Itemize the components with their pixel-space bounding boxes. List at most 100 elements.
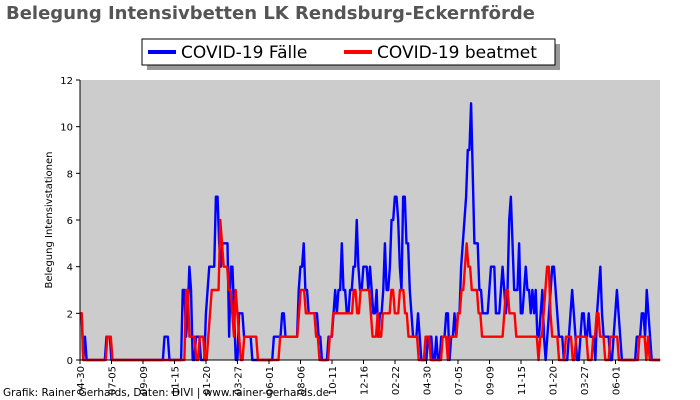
data-point (571, 289, 573, 291)
data-point (194, 336, 196, 338)
data-point (349, 289, 351, 291)
data-point (614, 336, 617, 338)
data-point (646, 289, 648, 291)
x-tick-label: 03-27 (580, 366, 591, 395)
data-point (205, 312, 207, 314)
data-point (407, 242, 409, 244)
data-point (543, 336, 545, 338)
data-point (611, 336, 613, 338)
data-point (529, 336, 531, 338)
data-point (512, 312, 514, 314)
data-point (315, 336, 317, 338)
data-point (517, 336, 519, 338)
data-point (594, 336, 596, 338)
data-point (301, 289, 304, 291)
data-point (334, 312, 336, 314)
data-point (81, 312, 83, 314)
data-point (599, 266, 601, 268)
data-point (496, 336, 499, 338)
data-point (417, 312, 419, 314)
data-point (250, 336, 252, 338)
data-point (452, 336, 454, 338)
data-point (462, 242, 464, 244)
data-point (374, 312, 376, 314)
data-point (526, 289, 529, 291)
data-point (505, 289, 507, 291)
data-point (281, 336, 283, 338)
data-point (573, 312, 575, 314)
data-point (354, 289, 357, 291)
data-point (293, 336, 295, 338)
data-point (602, 336, 605, 338)
data-point (402, 196, 404, 198)
data-point (240, 312, 242, 314)
data-point (238, 312, 240, 314)
data-point (394, 312, 396, 314)
data-point (647, 336, 649, 338)
data-point (443, 336, 446, 338)
data-point (556, 336, 558, 338)
data-point (475, 242, 477, 244)
data-point (409, 336, 411, 338)
data-point (363, 289, 365, 291)
data-point (585, 336, 588, 338)
y-tick-label: 4 (67, 263, 73, 274)
data-point (445, 336, 447, 338)
data-point (230, 266, 232, 268)
data-point (565, 336, 567, 338)
data-point (353, 289, 355, 291)
data-point (224, 266, 227, 268)
data-point (312, 312, 314, 314)
data-point (460, 266, 462, 268)
data-point (402, 289, 404, 291)
data-point (382, 312, 384, 314)
x-tick-label: 06-01 (612, 366, 623, 395)
data-point (200, 336, 203, 338)
data-point (636, 336, 638, 338)
data-point (383, 312, 386, 314)
x-tick-label: 01-20 (202, 366, 213, 395)
data-point (379, 312, 381, 314)
data-point (397, 312, 399, 314)
x-tick-label: 09-09 (139, 366, 150, 395)
x-tick-label: 12-16 (360, 366, 371, 395)
data-point (510, 312, 512, 314)
x-tick-label: 04-30 (76, 366, 87, 395)
data-point (298, 312, 300, 314)
data-point (558, 336, 560, 338)
data-point (457, 312, 459, 314)
data-point (508, 219, 510, 221)
data-point (580, 336, 582, 338)
data-point (409, 289, 411, 291)
data-point (207, 336, 209, 338)
data-point (404, 196, 406, 198)
data-point (413, 336, 415, 338)
data-point (581, 312, 583, 314)
data-point (469, 266, 471, 268)
data-point (329, 336, 331, 338)
data-point (197, 336, 199, 338)
data-point (485, 312, 487, 314)
data-point (619, 336, 621, 338)
data-point (411, 336, 413, 338)
data-point (530, 312, 532, 314)
data-point (463, 219, 466, 221)
data-point (544, 289, 546, 291)
data-point (216, 289, 218, 291)
x-axis: 04-30 07-05 09-09 11-15 01-20 03-27 06-01 08-06… (76, 359, 660, 395)
data-point (84, 336, 86, 338)
data-point (462, 289, 464, 291)
data-point (253, 336, 256, 338)
data-point (316, 312, 318, 314)
data-point (236, 312, 238, 314)
data-point (425, 336, 427, 338)
data-point (192, 336, 194, 338)
data-point (202, 336, 204, 338)
data-point (520, 336, 523, 338)
data-point (229, 289, 232, 291)
data-point (521, 312, 524, 314)
data-point (522, 336, 524, 338)
data-point (465, 196, 467, 198)
data-point (468, 149, 471, 151)
data-point (385, 312, 387, 314)
